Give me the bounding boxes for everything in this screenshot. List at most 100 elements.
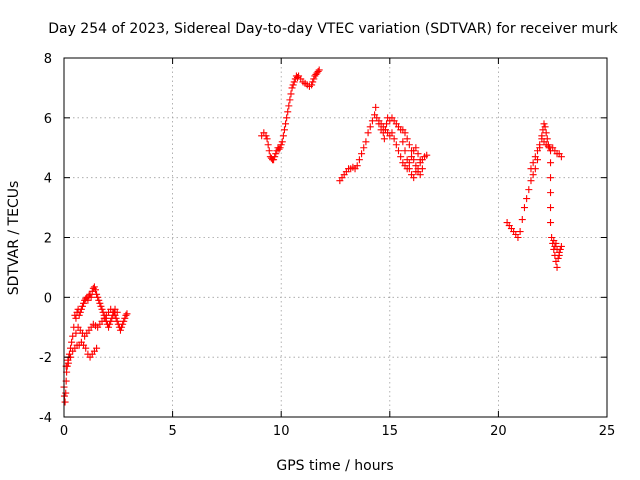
data-point <box>410 174 418 182</box>
data-point <box>405 159 413 167</box>
data-point <box>290 78 298 86</box>
data-point <box>412 144 420 152</box>
y-tick-label: -2 <box>39 351 52 366</box>
data-point <box>547 189 555 197</box>
data-point <box>414 150 422 158</box>
data-point <box>308 81 316 89</box>
data-point <box>122 311 130 319</box>
data-point <box>547 159 555 167</box>
data-point <box>72 329 80 337</box>
data-point <box>394 147 402 155</box>
data-point <box>265 147 273 155</box>
data-point <box>353 162 361 170</box>
data-point <box>113 308 121 316</box>
data-point <box>264 141 272 149</box>
data-point <box>119 320 127 328</box>
data-point <box>107 317 115 325</box>
data-point <box>533 147 541 155</box>
data-point <box>93 290 101 298</box>
data-point <box>523 195 531 203</box>
data-point <box>410 156 418 164</box>
data-point <box>358 150 366 158</box>
data-point <box>309 78 317 86</box>
data-point <box>310 75 318 83</box>
data-point <box>84 296 92 304</box>
data-point <box>284 108 292 116</box>
data-point <box>293 73 301 81</box>
data-point <box>287 90 295 98</box>
data-point <box>98 305 106 313</box>
data-point <box>399 138 407 146</box>
data-point <box>529 159 537 167</box>
data-point <box>554 254 562 262</box>
data-point <box>94 293 102 301</box>
x-tick-label: 25 <box>599 424 616 439</box>
data-point <box>372 103 380 111</box>
y-tick-label: -4 <box>39 411 52 426</box>
data-point <box>540 120 548 128</box>
x-tick-label: 10 <box>273 424 290 439</box>
data-marks <box>60 66 565 406</box>
data-point <box>547 174 555 182</box>
data-point <box>80 299 88 307</box>
data-point <box>315 66 323 74</box>
data-point <box>366 123 374 131</box>
data-point <box>355 156 363 164</box>
data-point <box>62 389 70 397</box>
data-point <box>529 171 537 179</box>
data-point <box>388 129 396 137</box>
data-point <box>525 186 533 194</box>
data-point <box>527 165 535 173</box>
data-point <box>113 317 121 325</box>
data-point <box>91 286 99 294</box>
y-tick-label: 4 <box>44 172 52 187</box>
data-point <box>541 123 549 131</box>
data-point <box>78 302 86 310</box>
data-point <box>87 293 95 301</box>
data-point <box>112 314 120 322</box>
data-point <box>105 323 113 331</box>
data-point <box>123 310 131 318</box>
data-point <box>401 147 409 155</box>
data-point <box>412 162 420 170</box>
data-point <box>289 81 297 89</box>
data-point <box>416 171 424 179</box>
data-point <box>536 141 544 149</box>
data-point <box>121 314 129 322</box>
data-point <box>280 126 288 134</box>
data-point <box>77 305 85 313</box>
y-tick-label: 8 <box>44 52 52 67</box>
x-tick-label: 15 <box>382 424 399 439</box>
data-point <box>116 326 124 334</box>
data-point <box>544 142 552 150</box>
data-point <box>282 120 290 128</box>
data-point <box>65 350 73 358</box>
data-point <box>401 129 409 137</box>
data-point <box>279 132 287 140</box>
data-point <box>90 283 98 291</box>
data-point <box>553 263 561 271</box>
data-point <box>262 132 270 140</box>
data-point <box>285 102 293 110</box>
data-point <box>557 153 565 161</box>
y-tick-label: 0 <box>44 291 52 306</box>
data-point <box>64 359 72 367</box>
x-axis-label: GPS time / hours <box>276 458 393 474</box>
data-point <box>557 242 565 250</box>
data-point <box>514 234 522 241</box>
data-point <box>75 311 83 319</box>
data-point <box>88 287 96 295</box>
data-point <box>288 84 296 92</box>
data-point <box>552 239 560 247</box>
data-point <box>283 114 291 122</box>
data-point <box>72 314 80 322</box>
x-tick-label: 5 <box>168 424 176 439</box>
data-point <box>547 219 555 227</box>
data-point <box>106 320 114 328</box>
data-point <box>96 299 104 307</box>
data-point <box>118 323 126 331</box>
data-point <box>93 344 101 352</box>
data-point <box>120 317 128 325</box>
data-point <box>380 135 388 143</box>
